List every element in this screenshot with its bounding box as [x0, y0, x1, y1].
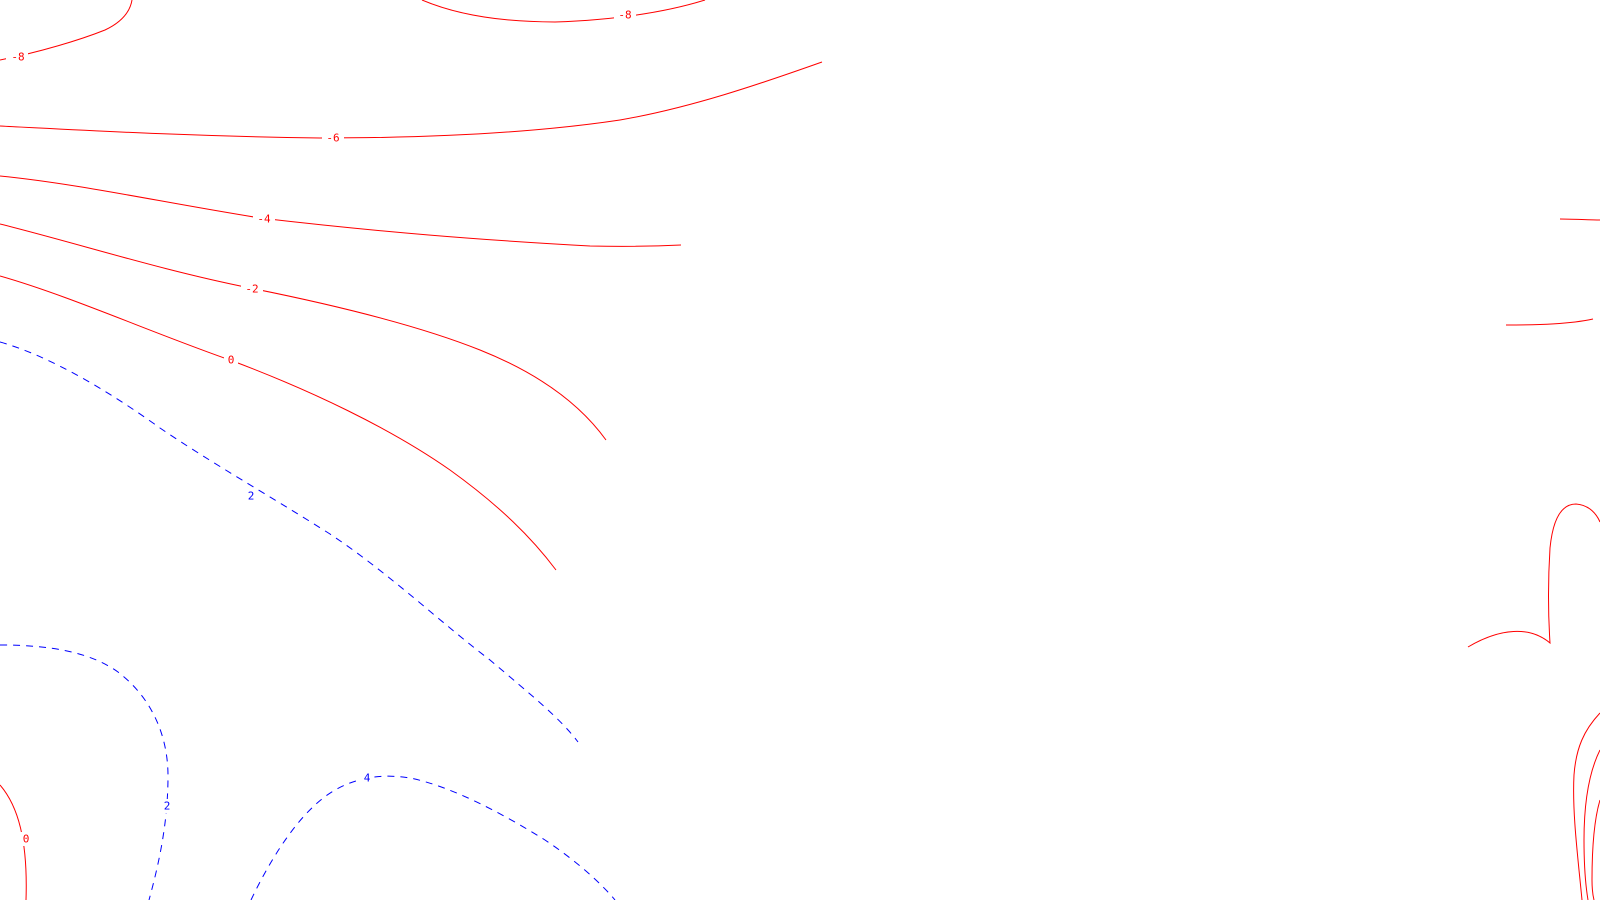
- contour-labels: -8 -8 -6 -4 -2 0 0 2 2 4: [6, 8, 636, 846]
- contour-line-right-bottom-3: [1591, 799, 1600, 900]
- label-mask: [244, 489, 258, 503]
- contour-label-2-lower: 2: [164, 800, 171, 813]
- contour-line-level-minus-8-top: [421, 0, 706, 23]
- contour-label-minus-8-top: -8: [618, 9, 631, 22]
- contour-label-4: 4: [364, 772, 371, 785]
- label-mask: [6, 50, 28, 64]
- contour-line-level-minus-6: [0, 61, 823, 139]
- contour-line-right-lobe: [1467, 503, 1600, 648]
- label-mask: [224, 353, 238, 367]
- label-mask: [241, 282, 263, 296]
- contour-line-level-0-lower-left: [0, 784, 27, 900]
- label-mask: [322, 131, 344, 145]
- contour-line-level-0-main: [0, 275, 557, 571]
- contour-line-level-minus-2: [0, 223, 607, 441]
- label-mask: [19, 832, 33, 846]
- contour-line-right-segment-1: [1559, 218, 1600, 221]
- contour-line-level-2-lower-left: [0, 644, 169, 900]
- label-mask: [614, 8, 636, 22]
- contour-line-right-bottom-1: [1573, 712, 1600, 900]
- contour-line-right-segment-2: [1505, 318, 1594, 326]
- contour-label-minus-8-left: -8: [11, 51, 24, 64]
- contour-label-0-lower: 0: [23, 833, 30, 846]
- contour-line-right-bottom-2: [1583, 749, 1600, 900]
- contour-label-2-main: 2: [248, 490, 255, 503]
- contour-line-level-minus-8-left: [0, 0, 133, 61]
- contour-label-0-main: 0: [228, 354, 235, 367]
- contour-label-minus-6: -6: [326, 132, 339, 145]
- contour-label-minus-2: -2: [245, 283, 258, 296]
- contour-line-level-2-main: [0, 341, 579, 743]
- label-mask: [160, 799, 174, 813]
- label-mask: [253, 212, 275, 226]
- contour-label-minus-4: -4: [257, 213, 271, 226]
- contour-line-level-4: [250, 775, 616, 900]
- label-mask: [360, 771, 374, 785]
- contour-line-level-minus-4: [0, 175, 682, 247]
